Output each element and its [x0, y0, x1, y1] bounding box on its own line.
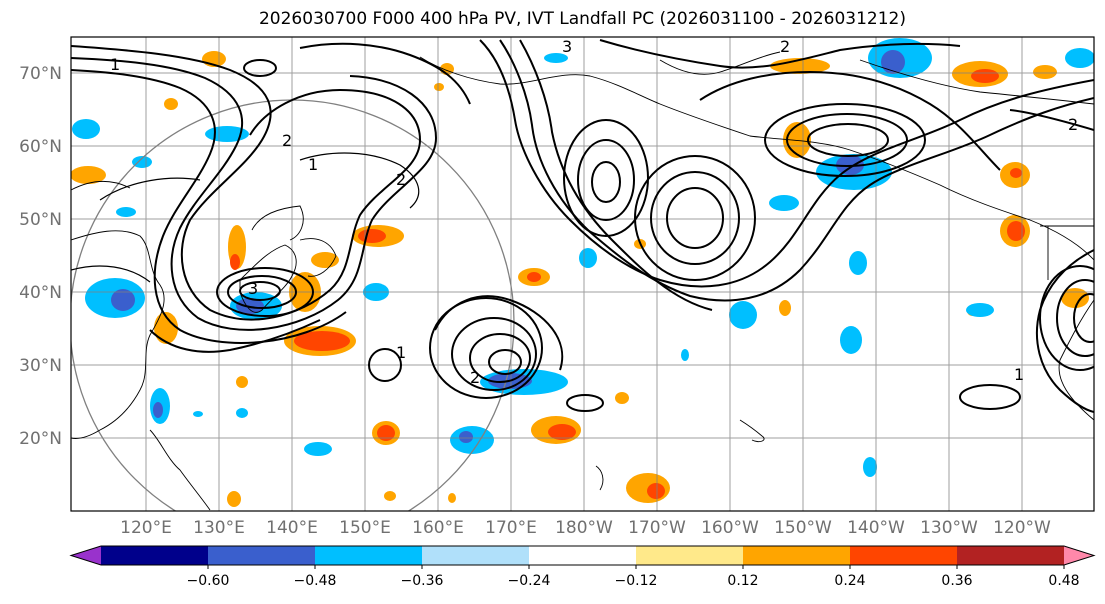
lon-label: 170°W [628, 518, 686, 538]
ivt-anomaly-shading [71, 38, 1094, 507]
colorbar-tick-label: −0.36 [401, 573, 444, 589]
contour-label: 2 [470, 368, 480, 387]
colorbar: −0.60 −0.48 −0.36 −0.24 −0.12 0.12 0.24 0.36 0.4… [69, 545, 1096, 589]
colorbar-segment [957, 546, 1065, 565]
colorbar-tick-label: −0.48 [294, 573, 337, 589]
lon-label: 120°E [120, 518, 172, 538]
colorbar-tick-label: −0.60 [187, 573, 230, 589]
positive-ivt-anomalies [71, 51, 1089, 507]
coastlines [71, 51, 1094, 511]
colorbar-segment [529, 546, 637, 565]
colorbar-outline [69, 545, 1096, 566]
lat-label: 40°N [19, 283, 62, 303]
lat-label: 50°N [19, 210, 62, 230]
colorbar-tick-label: 0.48 [1048, 573, 1079, 589]
contour-label: 1 [308, 155, 318, 174]
lon-label: 160°W [701, 518, 759, 538]
lon-label: 140°E [266, 518, 318, 538]
contour-label: 3 [562, 37, 572, 56]
lon-label: 150°W [774, 518, 832, 538]
latitude-labels: 70°N 60°N 50°N 40°N 30°N 20°N [19, 64, 62, 449]
lat-label: 30°N [19, 356, 62, 376]
colorbar-segment [422, 546, 530, 565]
contour-label: 3 [248, 279, 258, 298]
lon-label: 180°W [555, 518, 613, 538]
pv-contours [71, 39, 1094, 413]
contour-label: 1 [1014, 365, 1024, 384]
contour-label: 1 [396, 343, 406, 362]
colorbar-extend-high [1064, 546, 1094, 565]
colorbar-tick-label: 0.12 [727, 573, 758, 589]
map-border [70, 36, 1095, 512]
lon-label: 170°E [485, 518, 537, 538]
lon-label: 120°W [993, 518, 1051, 538]
colorbar-tick-label: −0.12 [615, 573, 658, 589]
contour-label: 2 [780, 37, 790, 56]
lon-label: 150°E [339, 518, 391, 538]
lon-label: 130°E [193, 518, 245, 538]
colorbar-tick-label: 0.36 [941, 573, 972, 589]
contour-label: 2 [282, 131, 292, 150]
colorbar-segment [315, 546, 423, 565]
colorbar-extend-low [71, 546, 101, 565]
colorbar-tick-label: −0.24 [508, 573, 551, 589]
lon-label: 130°W [920, 518, 978, 538]
colorbar-tick-label: 0.24 [834, 573, 865, 589]
lat-label: 20°N [19, 429, 62, 449]
lat-label: 70°N [19, 64, 62, 84]
lat-label: 60°N [19, 137, 62, 157]
contour-label: 1 [110, 55, 120, 74]
map-panel [71, 37, 1094, 511]
contour-label: 2 [396, 170, 406, 189]
lon-label: 140°W [847, 518, 905, 538]
colorbar-segment [850, 546, 958, 565]
colorbar-segment [636, 546, 744, 565]
pv-contour-labels: 1 2 3 2 1 2 3 2 1 1 2 [110, 37, 1078, 387]
contour-label: 2 [1068, 115, 1078, 134]
map-title: 2026030700 F000 400 hPa PV, IVT Landfall… [258, 9, 906, 29]
colorbar-segment [101, 546, 209, 565]
colorbar-segment [743, 546, 851, 565]
colorbar-segment [208, 546, 316, 565]
lon-label: 160°E [412, 518, 464, 538]
longitude-labels: 120°E 130°E 140°E 150°E 160°E 170°E 180°… [120, 518, 1051, 538]
